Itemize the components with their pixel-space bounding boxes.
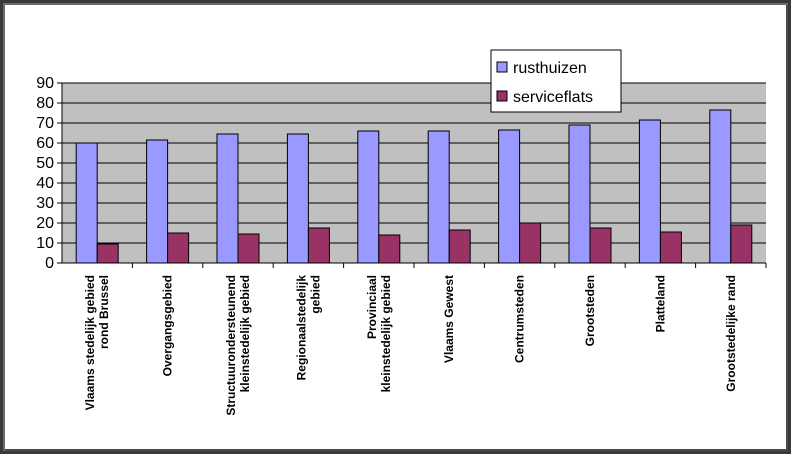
x-category-label-line: Platteland: [653, 275, 667, 332]
bar-rusthuizen: [146, 139, 169, 264]
x-category-label-line: Grootstedelijke rand: [724, 275, 738, 392]
y-tick-label: 40: [36, 175, 54, 192]
legend-swatch: [496, 61, 508, 73]
bar-rusthuizen: [709, 109, 732, 264]
x-category-label: Regionaalstedelijk gebied: [294, 275, 322, 381]
y-tick-label: 50: [36, 155, 54, 172]
bar-rusthuizen: [638, 119, 661, 264]
x-category-label-line: rond Brussel: [97, 275, 111, 349]
bar-rusthuizen: [568, 124, 591, 264]
legend-label: serviceflats: [513, 89, 593, 106]
bars: [75, 109, 753, 264]
x-category-label: Centrumsteden: [513, 275, 527, 363]
x-category-label-line: kleinstedelijk gebied: [379, 275, 393, 392]
bar-serviceflats: [659, 231, 682, 264]
x-category-label: Structuurondersteunend kleinstedelijk geb…: [224, 275, 252, 416]
x-axis-labels: Vlaams stedelijk gebied rond Brussel Overg…: [83, 275, 738, 416]
axes: [57, 83, 767, 268]
bar-serviceflats: [167, 232, 190, 264]
bar-serviceflats: [96, 243, 119, 264]
bar-serviceflats: [237, 233, 260, 264]
bar-rusthuizen: [75, 142, 98, 264]
bar-serviceflats: [589, 227, 612, 264]
bar-serviceflats: [730, 224, 753, 264]
y-tick-label: 80: [36, 95, 54, 112]
legend-box: [490, 49, 622, 113]
bar-chart: 0 10 20 30 40 50 60 70 80 90 Vlaams stedelijk geb…: [36, 49, 767, 416]
x-category-label: Grootsteden: [583, 275, 597, 346]
y-axis-ticks: 0 10 20 30 40 50 60 70 80 90: [36, 75, 62, 272]
x-category-label: Provinciaal kleinstedelijk gebied: [365, 275, 393, 392]
x-category-label-line: Regionaalstedelijk: [294, 275, 308, 381]
chart-panel: 0 10 20 30 40 50 60 70 80 90 Vlaams stedelijk geb…: [5, 5, 786, 449]
bar-rusthuizen: [216, 133, 239, 264]
x-category-label-line: Overgangsgebied: [161, 275, 175, 376]
y-tick-label: 30: [36, 195, 54, 212]
x-category-label-line: Vlaams stedelijk gebied: [83, 275, 97, 410]
bar-serviceflats: [448, 229, 471, 264]
y-tick-label: 70: [36, 115, 54, 132]
x-category-label: Overgangsgebied: [161, 275, 175, 376]
x-category-label: Vlaams Gewest: [442, 275, 456, 363]
x-category-label-line: Centrumsteden: [513, 275, 527, 363]
bar-serviceflats: [307, 227, 330, 264]
legend: rusthuizen serviceflats: [490, 49, 622, 113]
bar-rusthuizen: [498, 129, 521, 264]
x-category-label: Platteland: [653, 275, 667, 332]
y-tick-label: 0: [45, 255, 54, 272]
x-category-label-line: Grootsteden: [583, 275, 597, 346]
bar-rusthuizen: [286, 133, 309, 264]
y-tick-label: 90: [36, 75, 54, 92]
x-category-label-line: Structuurondersteunend: [224, 275, 238, 416]
legend-label: rusthuizen: [513, 60, 587, 77]
bar-serviceflats: [519, 222, 542, 264]
x-category-label: Grootstedelijke rand: [724, 275, 738, 392]
x-category-label-line: kleinstedelijk gebied: [238, 275, 252, 392]
x-category-label-line: Vlaams Gewest: [442, 275, 456, 363]
x-category-label-line: Provinciaal: [365, 275, 379, 339]
y-tick-label: 60: [36, 135, 54, 152]
legend-swatch: [496, 90, 508, 102]
x-category-label-line: gebied: [308, 275, 322, 314]
y-tick-label: 10: [36, 235, 54, 252]
bar-rusthuizen: [427, 130, 450, 264]
bar-rusthuizen: [357, 130, 380, 264]
x-category-label: Vlaams stedelijk gebied rond Brussel: [83, 275, 111, 410]
bar-serviceflats: [378, 234, 401, 264]
y-tick-label: 20: [36, 215, 54, 232]
